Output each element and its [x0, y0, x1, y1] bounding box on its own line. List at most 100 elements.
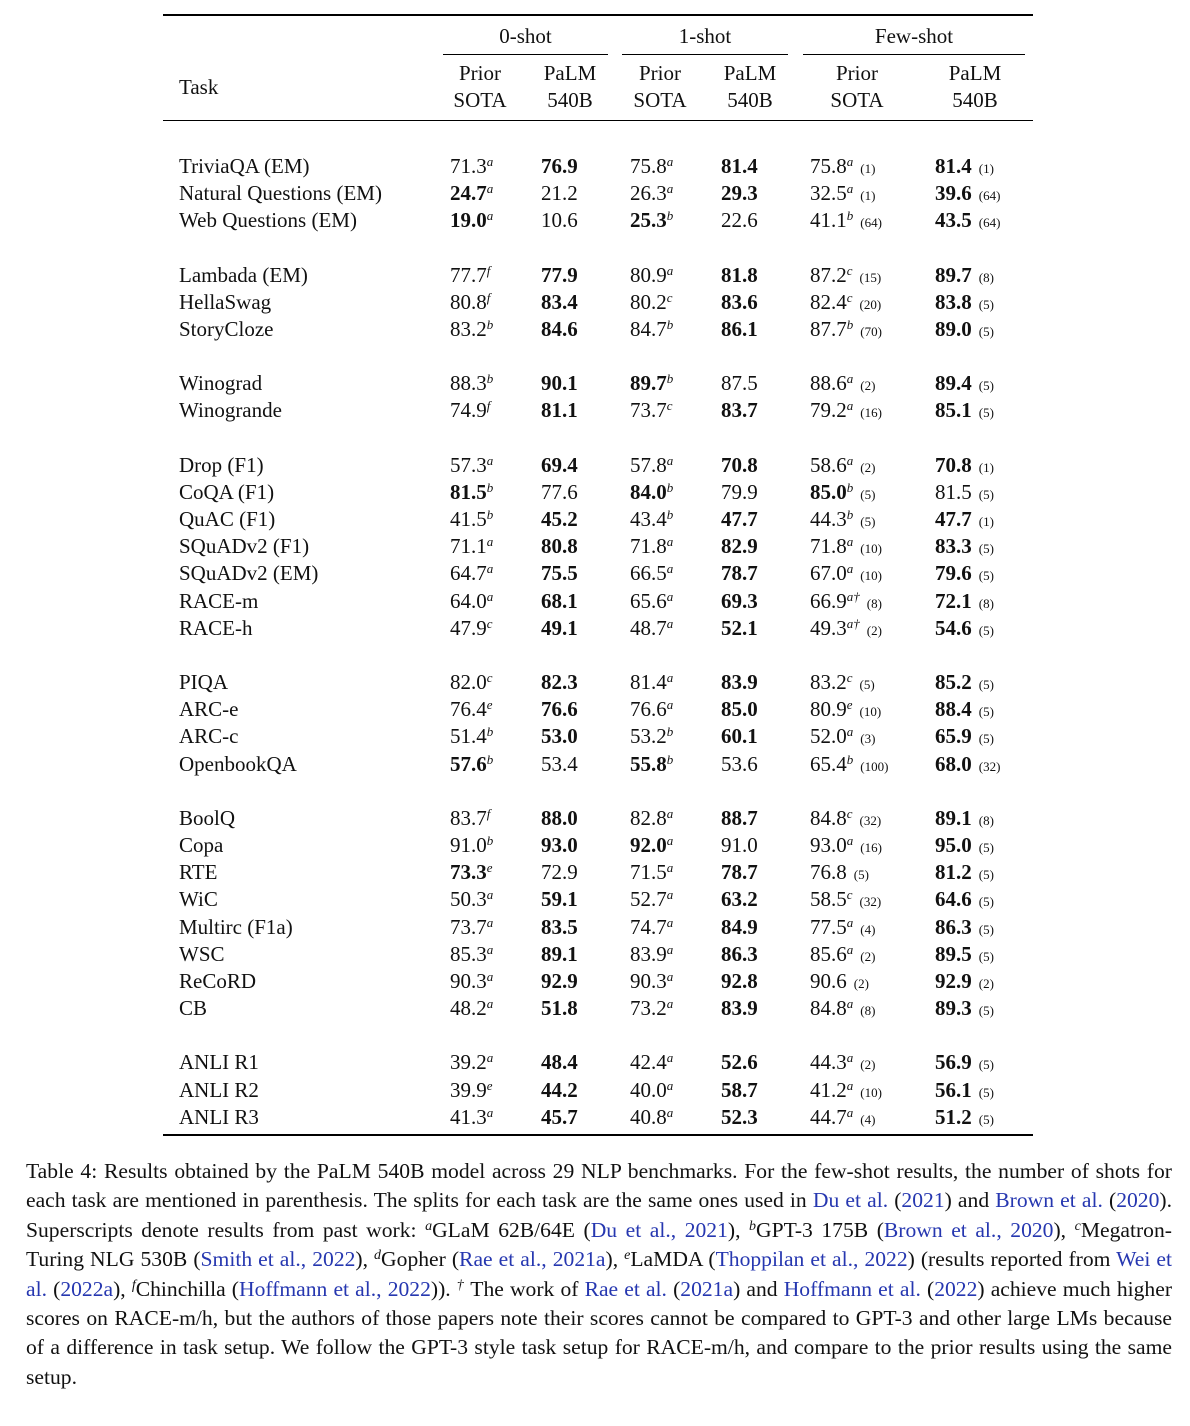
score-cell: 55.8b — [630, 751, 674, 776]
citation-link[interactable]: Rae et al., — [459, 1247, 547, 1272]
score-cell: 65.4b (100) — [810, 751, 889, 776]
table-row: ARC-c 51.4b 53.0 53.2b 60.1 52.0a (3) 65.9 (5) — [0, 723, 1190, 750]
score-cell: 43.5 (64) — [935, 208, 1001, 233]
superscript-marker: e — [624, 1248, 631, 1264]
score-cell: 51.4b — [450, 724, 494, 749]
score-cell: 84.8c (32) — [810, 805, 882, 830]
score-cell: 39.2a — [450, 1050, 494, 1075]
task-name: HellaSwag — [179, 289, 272, 314]
score-cell: 54.6 (5) — [935, 615, 994, 640]
citation-link[interactable]: 2021 — [684, 1217, 728, 1242]
score-cell: 52.1 — [721, 615, 758, 640]
score-cell: 82.9 — [721, 534, 758, 559]
citation-link[interactable]: 2022 — [864, 1247, 908, 1272]
citation-link[interactable]: 2021a — [552, 1247, 606, 1272]
table-row: Web Questions (EM) 19.0a 10.6 25.3b 22.6 41.1… — [0, 207, 1190, 234]
citation-link[interactable]: Smith et al., — [200, 1247, 307, 1272]
score-cell: 79.9 — [721, 479, 758, 504]
task-name: Winogrande — [179, 398, 282, 423]
citation-link[interactable]: 2022 — [934, 1276, 978, 1301]
score-cell: 79.6 (5) — [935, 561, 994, 586]
score-cell: 48.7a — [630, 615, 674, 640]
citation-link[interactable]: Brown et al., — [883, 1217, 1002, 1242]
citation-link[interactable]: 2021 — [901, 1188, 945, 1213]
score-cell: 76.9 — [541, 154, 578, 178]
table-row: Drop (F1) 57.3a 69.4 57.8a 70.8 58.6a (2) 70.8(… — [0, 452, 1190, 479]
citation-link[interactable]: 2020 — [1010, 1217, 1054, 1242]
table-row: WSC 85.3a 89.1 83.9a 86.3 85.6a (2) 89.5 (5) — [0, 941, 1190, 968]
citation-link[interactable]: Rae et al. — [584, 1276, 667, 1301]
score-cell: 52.7a — [630, 887, 674, 912]
caption-text: ), — [355, 1247, 375, 1272]
score-cell: 44.3b (5) — [810, 507, 876, 531]
citation-link[interactable]: Du et al., — [590, 1217, 677, 1242]
score-cell: 84.9 — [721, 914, 758, 939]
caption-text: ) achieve much higher scores on RACE-m/h… — [26, 1276, 1173, 1389]
score-cell: 10.6 — [541, 208, 578, 233]
score-cell: 86.3 (5) — [935, 914, 994, 939]
score-cell: 88.4 (5) — [935, 697, 994, 722]
task-name: QuAC (F1) — [179, 507, 276, 531]
score-cell: 90.1 — [541, 371, 578, 396]
citation-link[interactable]: Brown et al. — [995, 1188, 1103, 1213]
task-name: RACE-h — [179, 615, 253, 640]
score-cell: 22.6 — [721, 208, 758, 233]
score-cell: 51.2 (5) — [935, 1104, 994, 1129]
score-cell: 87.7b (70) — [810, 317, 882, 341]
citation-link[interactable]: 2020 — [1116, 1188, 1160, 1213]
score-cell: 73.3e — [450, 860, 493, 885]
score-cell: 49.1 — [541, 615, 578, 640]
score-cell: 69.3 — [721, 588, 758, 613]
superscript-marker: † — [456, 1277, 465, 1293]
table-row: ReCoRD 90.3a 92.9 90.3a 92.8 90.6 (2) 92.9 (2) — [0, 968, 1190, 995]
score-cell: 83.9 — [721, 996, 758, 1021]
citation-link[interactable]: Du et al. — [812, 1188, 889, 1213]
score-cell: 67.0a (10) — [810, 561, 882, 586]
task-name: Drop (F1) — [179, 452, 264, 477]
caption-text: ), — [727, 1217, 750, 1242]
citation-link[interactable]: 2021a — [680, 1276, 734, 1301]
score-cell: 83.3 (5) — [935, 534, 994, 559]
citation-link[interactable]: Thoppilan et al., — [715, 1247, 859, 1272]
score-cell: 71.1a — [450, 534, 494, 559]
task-name: RTE — [179, 860, 218, 885]
citation-link[interactable]: Hoffmann et al. — [783, 1276, 921, 1301]
score-cell: 83.9 — [721, 670, 758, 694]
score-cell: 95.0 (5) — [935, 833, 994, 857]
caption-text: ) and — [733, 1276, 784, 1301]
score-cell: 84.8a (8) — [810, 996, 876, 1021]
score-cell: 81.1 — [541, 398, 578, 423]
score-cell: 57.3a — [450, 452, 494, 477]
score-cell: 71.5a — [630, 860, 674, 885]
caption-text — [1002, 1218, 1011, 1242]
column-header: Prior SOTA — [633, 61, 687, 112]
score-cell: 19.0a — [450, 208, 494, 233]
citation-link[interactable]: 2022 — [387, 1276, 431, 1301]
table-row: WiC 50.3a 59.1 52.7a 63.2 58.5c (32) 64.6 (5) — [0, 886, 1190, 913]
superscript-marker: b — [749, 1218, 757, 1234]
citation-link[interactable]: Hoffmann et al., — [238, 1276, 382, 1301]
caption-text: ) and — [944, 1188, 996, 1213]
task-name: CoQA (F1) — [179, 479, 275, 504]
score-cell: 83.7 — [721, 398, 758, 423]
score-cell: 72.9 — [541, 860, 578, 885]
table-row: OpenbookQA 57.6b 53.4 55.8b 53.6 65.4b (100) 68… — [0, 751, 1190, 778]
citation-link[interactable]: 2022a — [60, 1276, 114, 1301]
score-cell: 49.3a† (2) — [810, 615, 882, 640]
score-cell: 52.3 — [721, 1104, 758, 1129]
citation-link[interactable]: 2022 — [312, 1247, 356, 1272]
score-cell: 92.9 (2) — [935, 969, 994, 993]
citation-link[interactable]: Wei et al. — [26, 1247, 1172, 1301]
column-header: PaLM 540B — [723, 61, 777, 112]
score-cell: 77.7f — [450, 262, 491, 287]
score-cell: 81.4 (1) — [935, 154, 994, 178]
score-cell: 44.7a (4) — [810, 1104, 876, 1129]
superscript-marker: f — [131, 1277, 136, 1293]
score-cell: 45.7 — [541, 1104, 578, 1129]
score-cell: 83.4 — [541, 289, 578, 314]
cmidrule — [803, 54, 1025, 55]
superscript-marker: a — [425, 1218, 433, 1234]
score-cell: 76.8 (5) — [810, 860, 869, 885]
score-cell: 68.1 — [541, 588, 578, 613]
score-cell: 29.3 — [721, 181, 758, 206]
